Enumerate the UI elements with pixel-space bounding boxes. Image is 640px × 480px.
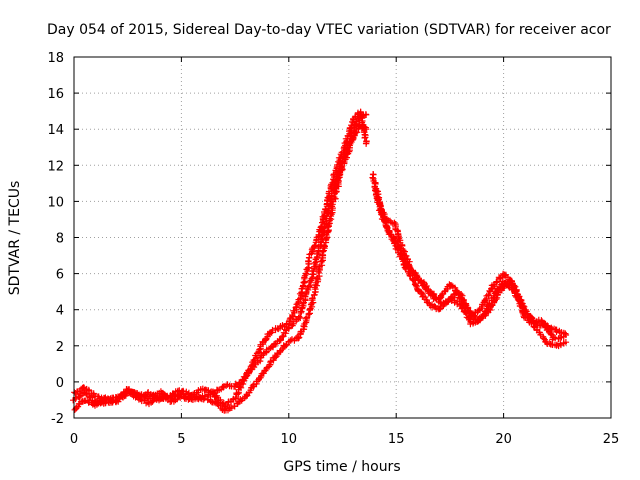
plus-marker — [493, 296, 500, 303]
plus-marker — [369, 174, 376, 181]
plus-marker — [295, 335, 302, 342]
plus-marker — [131, 389, 138, 396]
plus-marker — [311, 259, 319, 267]
y-tick-label: 10 — [47, 195, 64, 210]
plus-marker — [213, 393, 220, 401]
plus-marker — [320, 231, 327, 238]
axis-ticks — [73, 56, 612, 419]
plus-marker — [391, 219, 398, 226]
chart-title: Day 054 of 2015, Sidereal Day-to-day VTE… — [47, 22, 611, 38]
y-tick-label: 0 — [56, 376, 64, 391]
y-tick-label: 8 — [56, 232, 64, 247]
plus-marker — [295, 334, 303, 341]
series-track-6 — [373, 193, 567, 343]
x-tick-label: 5 — [177, 432, 185, 447]
plus-marker — [262, 349, 270, 356]
plus-marker — [513, 288, 520, 295]
x-tick-label: 20 — [495, 432, 512, 447]
plus-marker — [362, 126, 370, 133]
plus-marker — [270, 341, 278, 348]
y-tick-label: 18 — [47, 51, 64, 66]
plus-marker — [373, 195, 381, 202]
data-markers — [70, 108, 570, 414]
y-tick-label: 2 — [56, 340, 64, 355]
y-axis-label: SDTVAR / TECUs — [7, 181, 23, 296]
plus-marker — [119, 392, 126, 399]
y-tick-label: 16 — [47, 87, 64, 102]
plus-marker — [214, 394, 221, 402]
plus-marker — [336, 163, 344, 170]
y-tick-label: 4 — [56, 304, 64, 319]
plus-marker — [377, 205, 384, 212]
plus-marker — [362, 111, 370, 118]
plus-marker — [256, 346, 263, 353]
plus-marker — [540, 335, 547, 342]
x-tick-label: 0 — [70, 432, 78, 447]
plus-marker — [560, 333, 567, 340]
plus-marker — [362, 140, 370, 147]
x-tick-label: 10 — [281, 432, 298, 447]
plus-marker — [430, 295, 437, 302]
plus-marker — [201, 393, 209, 400]
plus-marker — [493, 279, 500, 286]
plus-marker — [550, 334, 557, 341]
plus-marker — [352, 121, 359, 128]
plus-marker — [277, 336, 284, 344]
plus-marker — [313, 282, 320, 289]
plus-marker — [310, 291, 318, 299]
plus-marker — [309, 294, 316, 302]
plus-marker — [335, 166, 343, 173]
x-axis-label: GPS time / hours — [283, 459, 400, 475]
plus-marker — [249, 382, 257, 389]
plus-marker — [177, 390, 184, 397]
y-tick-labels: -2 0 2 4 6 8 10 12 14 16 18 — [47, 51, 64, 427]
plus-marker — [356, 115, 363, 122]
y-tick-label: -2 — [51, 412, 64, 427]
plus-marker — [305, 257, 312, 265]
y-tick-label: 6 — [56, 268, 64, 283]
x-tick-labels: 0 5 10 15 20 25 — [70, 432, 619, 447]
plus-marker — [481, 297, 489, 304]
plus-marker — [384, 227, 391, 234]
plus-marker — [477, 316, 484, 324]
plus-marker — [214, 387, 221, 394]
plus-marker — [174, 393, 181, 400]
y-tick-label: 12 — [47, 159, 64, 174]
x-tick-label: 25 — [603, 432, 620, 447]
plus-marker — [120, 389, 127, 396]
plus-marker — [562, 338, 570, 346]
plus-marker — [519, 309, 526, 316]
series-track-2 — [71, 122, 370, 414]
plus-marker — [448, 282, 455, 289]
y-tick-label: 14 — [47, 123, 64, 138]
plus-marker — [308, 275, 315, 282]
grid-lines — [74, 57, 611, 418]
plus-marker — [298, 308, 305, 315]
series-track-3 — [70, 111, 370, 410]
x-tick-label: 15 — [388, 432, 405, 447]
plus-marker — [401, 248, 408, 255]
plus-marker — [295, 313, 303, 320]
